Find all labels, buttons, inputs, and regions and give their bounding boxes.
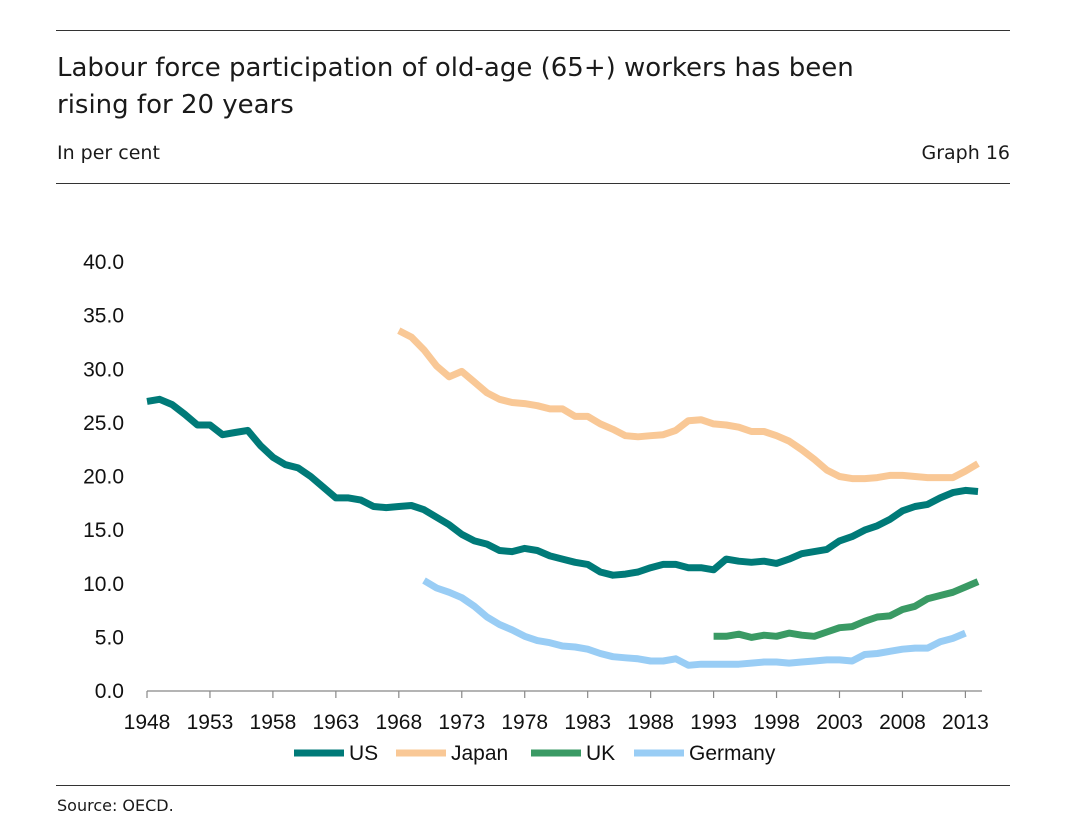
x-tick-label: 1988 <box>627 711 674 734</box>
x-axis: 1948 1953 1958 1963 1968 1973 1978 1983 1988 1993… <box>124 690 989 734</box>
y-tick-label: 20.0 <box>83 466 124 489</box>
line-chart: 0.05.010.015.020.025.030.035.040.0 1948 1… <box>83 251 989 765</box>
legend-label-us: US <box>349 742 378 765</box>
legend-label-japan: Japan <box>451 742 508 765</box>
series-line-us <box>146 395 979 579</box>
graph-number-label: Graph 16 <box>921 142 1011 164</box>
y-tick-label: 35.0 <box>83 305 124 328</box>
series-line-germany <box>422 577 967 669</box>
x-tick-label: 2013 <box>942 711 989 734</box>
top-rule <box>56 30 1010 31</box>
source-note: Source: OECD. <box>57 796 174 815</box>
chart-subtitle: In per cent <box>57 142 160 164</box>
x-tick-label: 1953 <box>187 711 234 734</box>
header-rule <box>56 183 1010 184</box>
legend: US Japan UK Germany <box>294 742 776 765</box>
y-tick-label: 30.0 <box>83 358 124 381</box>
x-tick-label: 1978 <box>501 711 548 734</box>
y-tick-label: 10.0 <box>83 573 124 596</box>
y-tick-label: 5.0 <box>95 626 124 649</box>
x-tick-label: 1998 <box>753 711 800 734</box>
x-tick-label: 1983 <box>564 711 611 734</box>
y-tick-label: 25.0 <box>83 412 124 435</box>
y-axis: 0.0 5.0 10.0 15.0 20.0 25.0 30.0 35.0 40.0 <box>83 251 124 703</box>
x-tick-label: 1973 <box>438 711 485 734</box>
series-line-uk <box>713 578 980 641</box>
x-tick-label: 1968 <box>375 711 422 734</box>
series-layer <box>146 327 980 669</box>
x-tick-label: 1963 <box>313 711 360 734</box>
chart-title: Labour force participation of old-age (6… <box>57 53 854 120</box>
series-line-japan <box>397 327 980 483</box>
y-tick-label: 40.0 <box>83 251 124 274</box>
x-tick-label: 2008 <box>879 711 926 734</box>
x-tick-label: 1993 <box>690 711 737 734</box>
legend-label-germany: Germany <box>689 742 776 765</box>
x-tick-label: 1958 <box>250 711 297 734</box>
y-tick-label: 0.0 <box>95 680 124 703</box>
x-tick-label: 2003 <box>816 711 863 734</box>
legend-label-uk: UK <box>586 742 615 765</box>
y-tick-label: 15.0 <box>83 519 124 542</box>
footer-rule <box>56 785 1010 786</box>
x-tick-label: 1948 <box>124 711 171 734</box>
